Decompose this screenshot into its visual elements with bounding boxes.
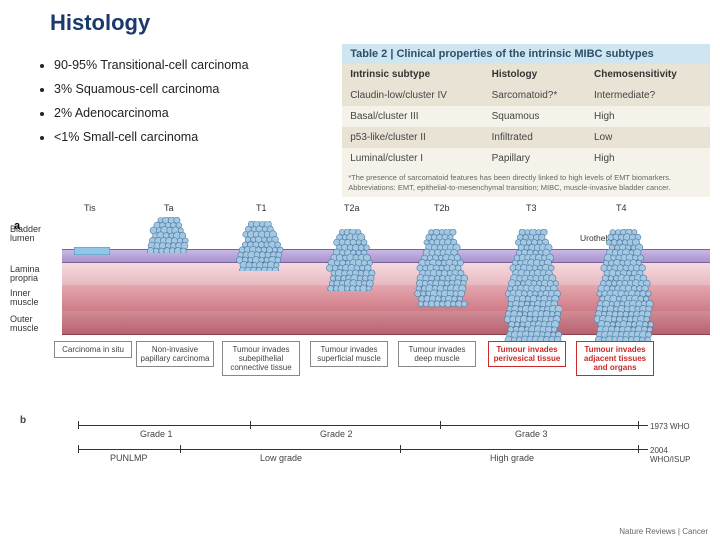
table-footnote: *The presence of sarcomatoid features ha… [342,169,710,197]
stage-code: T3 [526,203,537,213]
stage-desc-box: Tumour invades subepithelial connective … [222,341,300,377]
layer-label: Inner muscle [10,289,60,309]
table-cell: Infiltrated [484,127,586,148]
stage-code: T2a [344,203,360,213]
table-cell: Intermediate? [586,85,710,106]
table-cell: Luminal/cluster I [342,148,483,169]
stage-desc-box: Tumour invades deep muscle [398,341,476,367]
table-cell: High [586,148,710,169]
grade-year: 2004 WHO/ISUP [650,446,700,464]
grade-label: Grade 3 [515,429,548,439]
stage-code: Ta [164,203,174,213]
tumor-shape [414,229,468,309]
grade-label: PUNLMP [110,453,148,463]
stage-desc-box: Tumour invades perivesical tissue [488,341,566,367]
stage-code: Tis [84,203,96,213]
grade-label: Grade 1 [140,429,173,439]
staging-diagram: Urothelium Bladder lumenLamina propriaIn… [10,203,710,413]
table-header: Histology [484,64,586,85]
grade-tick [250,421,251,429]
source-credit: Nature Reviews | Cancer [619,527,708,536]
table-cell: p53-like/cluster II [342,127,483,148]
bullet-item: 2% Adenocarcinoma [54,106,334,120]
layer-label: Outer muscle [10,315,60,335]
panel-b-label: b [20,415,26,426]
bullet-item: 90-95% Transitional-cell carcinoma [54,58,334,72]
table-caption: Table 2 | Clinical properties of the int… [342,44,710,64]
stage-desc-box: Tumour invades adjacent tissues and orga… [576,341,654,377]
tumor-shape [146,217,192,253]
grade-tick [638,445,639,453]
grade-label: High grade [490,453,534,463]
page-title: Histology [50,10,720,36]
table-cell: Sarcomatoid?* [484,85,586,106]
grade-year: 1973 WHO [650,422,700,431]
grading-timelines: b Grade 1 Grade 2 Grade 3 1973 WHO PUNLMP Low… [20,415,700,471]
table-cell: Low [586,127,710,148]
table-header: Chemosensitivity [586,64,710,85]
grade-axis [78,425,648,426]
grade-tick [180,445,181,453]
bullet-item: 3% Squamous-cell carcinoma [54,82,334,96]
tumor-shape [326,229,376,291]
stage-desc-box: Tumour invades superficial muscle [310,341,388,367]
tumor-shape [236,221,284,271]
grade-tick [400,445,401,453]
grade-tick [638,421,639,429]
layer-label: Lamina propria [10,265,60,285]
stage-desc-box: Carcinoma in situ [54,341,132,358]
tumor-shape [74,247,110,255]
stage-code: T1 [256,203,267,213]
bullet-item: <1% Small-cell carcinoma [54,130,334,144]
histology-bullet-list: 90-95% Transitional-cell carcinoma 3% Sq… [36,44,334,197]
mibc-subtypes-table: Table 2 | Clinical properties of the int… [342,44,710,197]
grade-label: Low grade [260,453,302,463]
layer-label: Bladder lumen [10,225,60,245]
stage-code: T2b [434,203,450,213]
table-header: Intrinsic subtype [342,64,483,85]
grade-tick [78,445,79,453]
tumor-shape [504,229,562,341]
stage-desc-box: Non-invasive papillary carcinoma [136,341,214,367]
grade-axis [78,449,648,450]
stage-code: T4 [616,203,627,213]
table-cell: Squamous [484,106,586,127]
table-cell: Papillary [484,148,586,169]
table-cell: High [586,106,710,127]
grade-tick [440,421,441,429]
tumor-shape [594,229,654,353]
table-cell: Basal/cluster III [342,106,483,127]
grade-label: Grade 2 [320,429,353,439]
table-cell: Claudin-low/cluster IV [342,85,483,106]
grade-tick [78,421,79,429]
